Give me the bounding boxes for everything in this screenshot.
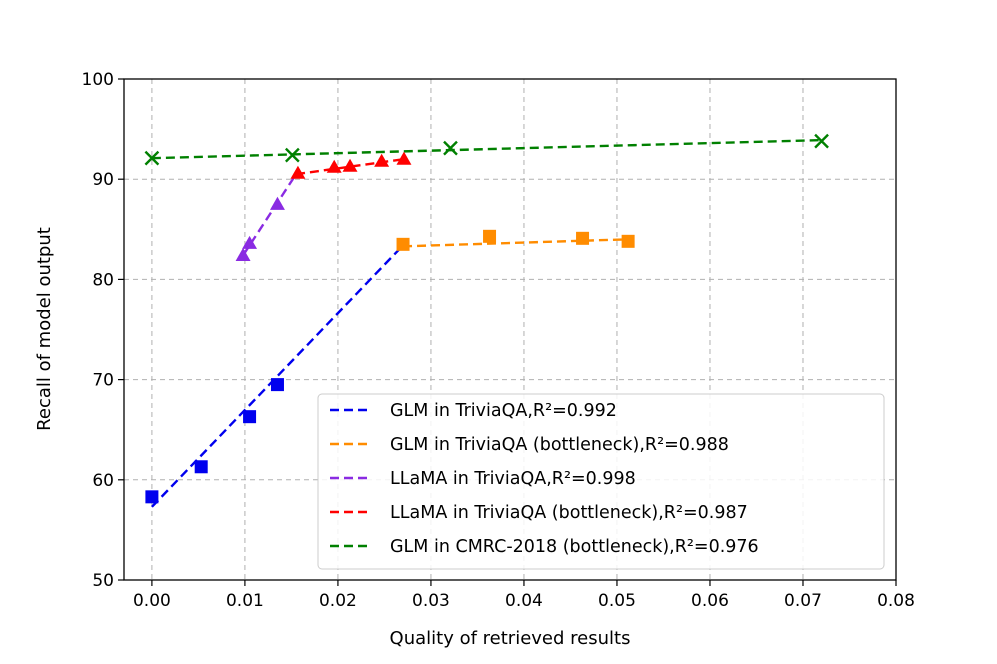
x-tick-label: 0.02 xyxy=(319,591,357,611)
square-marker xyxy=(621,234,635,248)
triangle-marker xyxy=(396,151,412,165)
y-tick-label: 80 xyxy=(92,270,114,290)
legend: GLM in TriviaQA,R²=0.992 GLM in TriviaQA … xyxy=(317,393,885,570)
legend-entry-label: LLaMA in TriviaQA,R²=0.998 xyxy=(390,469,636,489)
triangle-marker xyxy=(290,165,306,179)
y-tick-label: 70 xyxy=(92,371,114,391)
square-marker xyxy=(270,378,284,392)
axis-ticks: 0.00 0.01 0.02 0.03 0.04 0.05 0.06 0.07 0.08 50 60… xyxy=(82,70,915,611)
legend-box xyxy=(317,393,885,570)
x-marker xyxy=(814,133,829,149)
square-marker xyxy=(194,460,208,474)
triangle-marker xyxy=(374,153,390,167)
square-marker xyxy=(145,490,159,504)
plot-area-frame xyxy=(123,78,897,581)
square-marker xyxy=(396,237,410,251)
x-tick-label: 0.01 xyxy=(226,591,264,611)
fit-line xyxy=(402,238,629,248)
fit-line xyxy=(151,138,822,160)
fit-line xyxy=(151,244,404,508)
data-markers xyxy=(144,133,829,504)
triangle-marker xyxy=(342,158,358,172)
square-marker xyxy=(243,410,257,424)
legend-entry-label: GLM in TriviaQA (bottleneck),R²=0.988 xyxy=(390,435,729,455)
legend-entry-label: GLM in CMRC-2018 (bottleneck),R²=0.976 xyxy=(390,537,759,557)
x-tick-label: 0.04 xyxy=(505,591,543,611)
x-tick-label: 0.05 xyxy=(598,591,636,611)
y-tick-label: 60 xyxy=(92,471,114,491)
x-tick-label: 0.07 xyxy=(784,591,822,611)
x-tick-label: 0.03 xyxy=(412,591,450,611)
x-axis-label: Quality of retrieved results xyxy=(390,628,631,649)
x-marker xyxy=(285,147,300,163)
triangle-marker xyxy=(326,159,342,173)
x-tick-label: 0.08 xyxy=(877,591,915,611)
x-marker xyxy=(443,140,458,156)
triangle-marker xyxy=(235,247,251,261)
legend-entry-label: LLaMA in TriviaQA (bottleneck),R²=0.987 xyxy=(390,503,748,523)
x-tick-label: 0.06 xyxy=(691,591,729,611)
square-marker xyxy=(483,229,497,243)
y-tick-label: 50 xyxy=(92,571,114,591)
x-tick-label: 0.00 xyxy=(133,591,171,611)
y-tick-label: 100 xyxy=(82,70,114,90)
x-marker xyxy=(144,150,160,166)
y-axis-label: Recall of model output xyxy=(34,227,55,431)
triangle-marker xyxy=(269,196,285,210)
square-marker xyxy=(576,231,590,245)
triangle-marker xyxy=(242,235,258,249)
y-tick-label: 90 xyxy=(92,170,114,190)
legend-entry-label: GLM in TriviaQA,R²=0.992 xyxy=(390,401,617,421)
